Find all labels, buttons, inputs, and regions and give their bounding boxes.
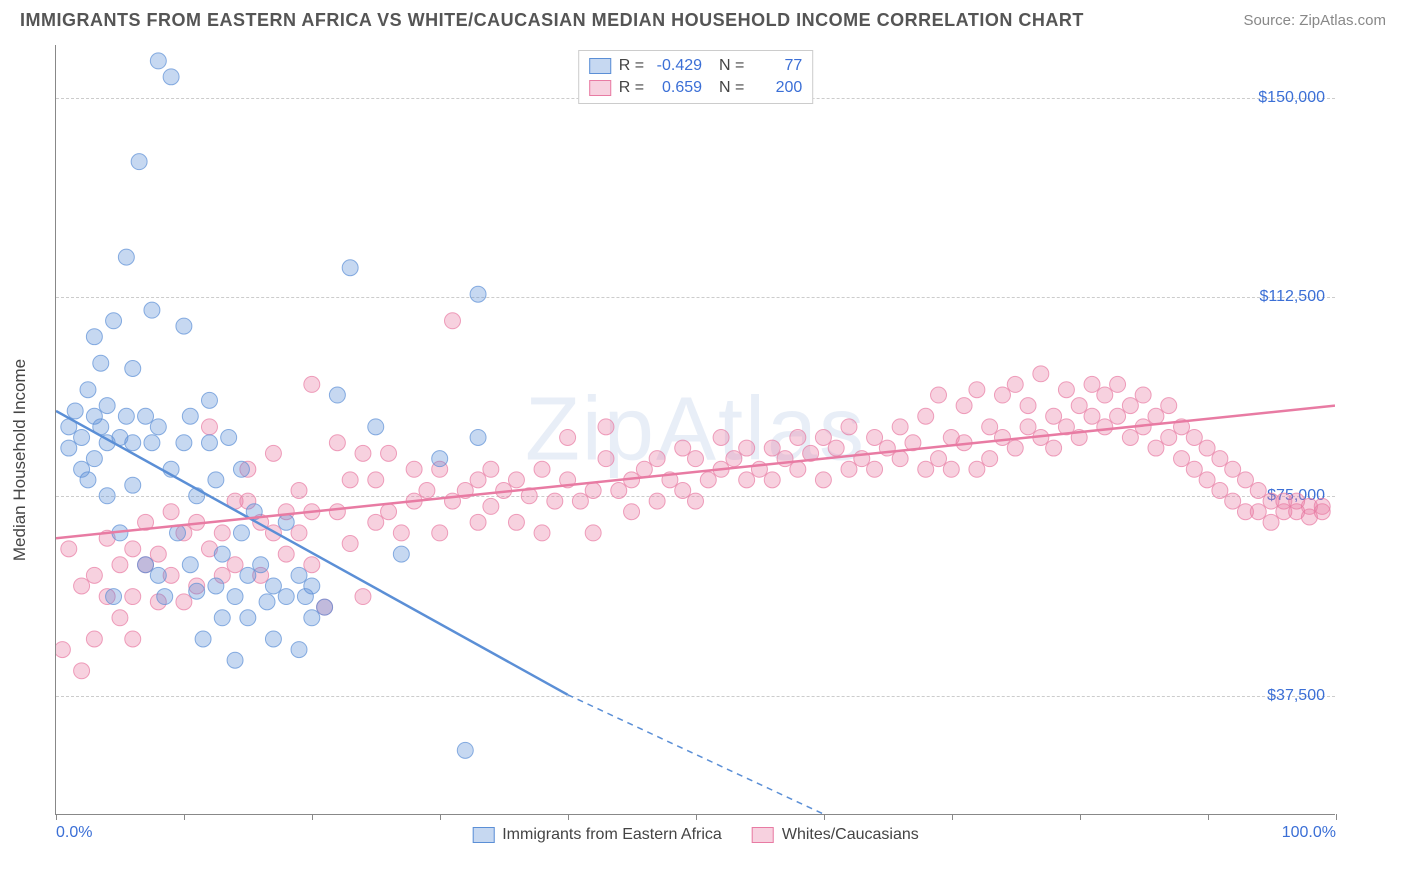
x-tick: [1208, 814, 1209, 820]
x-tick: [440, 814, 441, 820]
r-value-2: 0.659: [652, 79, 702, 97]
x-tick: [952, 814, 953, 820]
r-label: R =: [619, 57, 644, 75]
legend-row-series-1: R = -0.429 N = 77: [589, 55, 803, 77]
swatch-pink: [589, 80, 611, 96]
n-label: N =: [710, 79, 744, 97]
chart-title: IMMIGRANTS FROM EASTERN AFRICA VS WHITE/…: [20, 10, 1084, 31]
x-tick: [312, 814, 313, 820]
n-value-2: 200: [752, 79, 802, 97]
x-tick-label: 100.0%: [1282, 824, 1336, 842]
series-2-label: Whites/Caucasians: [782, 826, 919, 844]
x-tick: [56, 814, 57, 820]
legend-row-series-2: R = 0.659 N = 200: [589, 77, 803, 99]
n-value-1: 77: [752, 57, 802, 75]
source-attribution: Source: ZipAtlas.com: [1243, 12, 1386, 29]
swatch-blue: [589, 58, 611, 74]
x-tick: [568, 814, 569, 820]
y-axis-label: Median Household Income: [10, 359, 30, 561]
x-tick: [696, 814, 697, 820]
series-1-label: Immigrants from Eastern Africa: [502, 826, 722, 844]
correlation-legend: R = -0.429 N = 77 R = 0.659 N = 200: [578, 50, 814, 104]
n-label: N =: [710, 57, 744, 75]
plot-area: ZipAtlas R = -0.429 N = 77 R = 0.659 N =…: [55, 45, 1335, 815]
r-value-1: -0.429: [652, 57, 702, 75]
series-legend: Immigrants from Eastern Africa Whites/Ca…: [472, 826, 919, 844]
legend-item-1: Immigrants from Eastern Africa: [472, 826, 722, 844]
x-tick-label: 0.0%: [56, 824, 92, 842]
x-tick: [1080, 814, 1081, 820]
x-tick: [1336, 814, 1337, 820]
x-tick: [824, 814, 825, 820]
x-tick: [184, 814, 185, 820]
r-label: R =: [619, 79, 644, 97]
legend-item-2: Whites/Caucasians: [752, 826, 919, 844]
swatch-blue-bottom: [472, 827, 494, 843]
chart-container: Median Household Income ZipAtlas R = -0.…: [55, 45, 1385, 855]
swatch-pink-bottom: [752, 827, 774, 843]
scatter-svg: [56, 45, 1335, 814]
